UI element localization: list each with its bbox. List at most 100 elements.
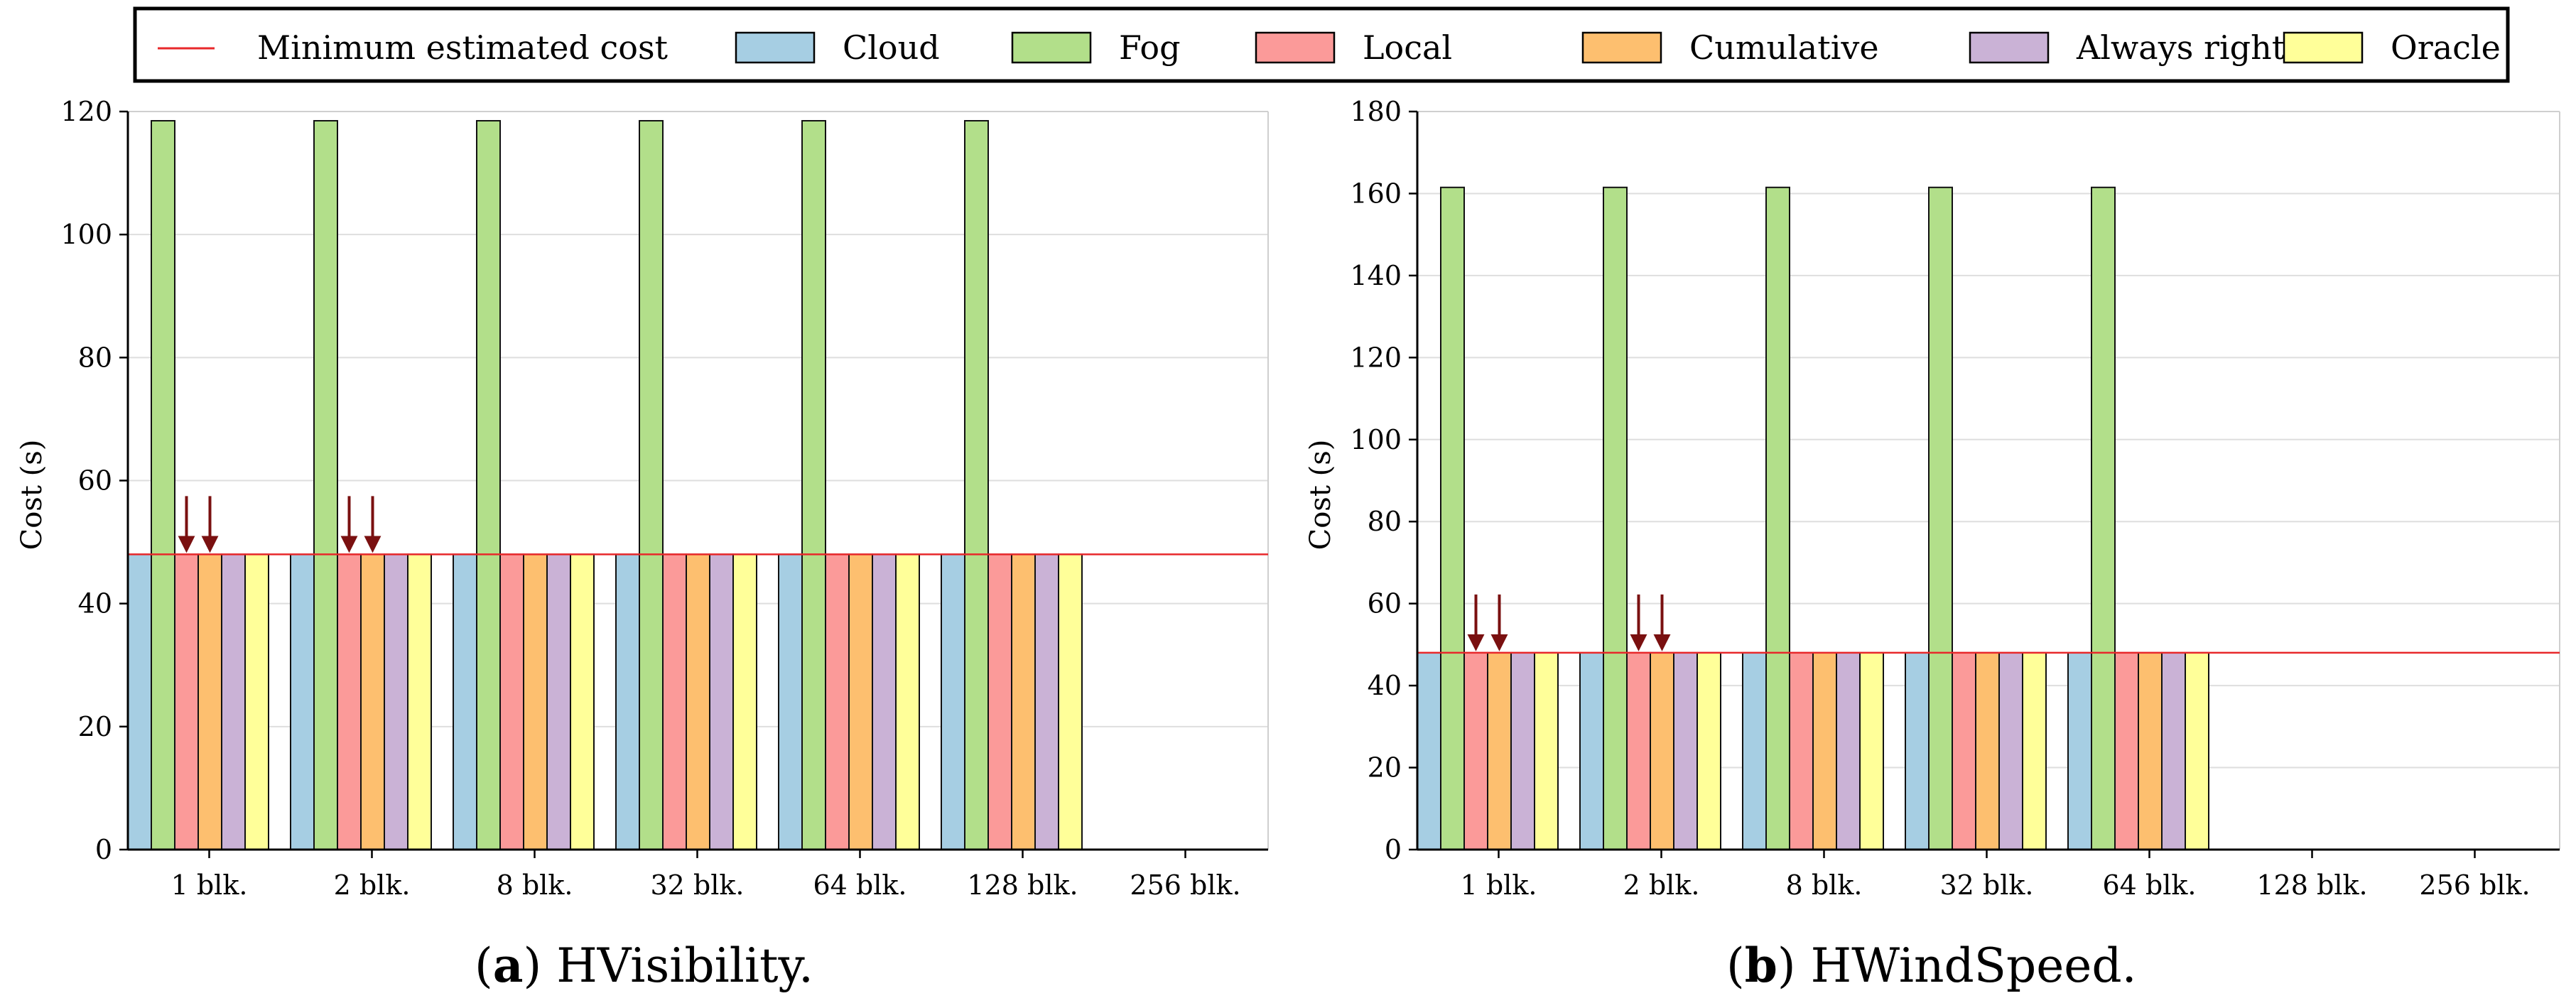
chart1-bar-cumulative-2-blk — [1650, 651, 1674, 851]
chart1-y-tick-label: 0 — [1385, 834, 1402, 865]
chart1-y-tick-label: 100 — [1350, 424, 1402, 455]
chart0-bar-oracle-128-blk — [1058, 553, 1083, 851]
chart0-bar-fog-32-blk — [639, 119, 664, 850]
chart1-bar-local-32-blk — [1952, 651, 1976, 851]
chart0-x-tick-label: 128 blk. — [967, 869, 1078, 901]
chart0-bar-fog-1-blk — [151, 119, 175, 850]
chart1-bar-local-8-blk — [1789, 651, 1814, 851]
chart1-bar-always-right-8-blk — [1836, 651, 1861, 851]
chart1-bar-cloud-64-blk — [2067, 651, 2092, 851]
legend-label-always-right: Always right — [2076, 28, 2285, 67]
chart1-y-tick-label: 40 — [1368, 670, 1402, 701]
chart0-x-tick-label: 64 blk. — [813, 869, 907, 901]
chart0-x-tick-label: 256 blk. — [1130, 869, 1240, 901]
chart0-bar-fog-64-blk — [801, 119, 826, 850]
chart-hvisibility: 0 20 40 60 80 100 120 1 blk. 2 blk. 8 blk. 32 blk.… — [16, 96, 1269, 901]
chart0-bar-fog-128-blk — [964, 119, 989, 850]
chart0-bar-cloud-2-blk — [290, 553, 315, 851]
chart0-bar-oracle-8-blk — [570, 553, 595, 851]
chart0-bar-local-64-blk — [825, 553, 850, 851]
chart0-y-tick-label: 20 — [78, 711, 112, 742]
chart1-bar-local-2-blk — [1626, 651, 1651, 851]
chart0-bar-cumulative-1-blk — [197, 553, 222, 851]
chart0-bar-local-1-blk — [174, 553, 199, 851]
legend-swatch-local — [1255, 31, 1336, 64]
chart0-y-tick-label: 100 — [60, 219, 112, 250]
chart1-x-tick-label: 256 blk. — [2419, 869, 2530, 901]
chart0-bar-cumulative-2-blk — [360, 553, 385, 851]
chart0-bar-always-right-1-blk — [221, 553, 246, 851]
chart1-bar-fog-8-blk — [1765, 186, 1790, 850]
chart0-y-tick-label: 60 — [78, 465, 112, 497]
chart1-bar-cumulative-64-blk — [2138, 651, 2163, 851]
chart0-bar-oracle-64-blk — [895, 553, 920, 851]
legend-label-cumulative: Cumulative — [1689, 28, 1879, 67]
chart0-bar-oracle-2-blk — [407, 553, 432, 851]
legend-swatch-cloud — [735, 31, 816, 64]
chart1-y-tick-label: 140 — [1350, 260, 1402, 291]
chart0-bar-always-right-64-blk — [872, 553, 897, 851]
chart-hwindspeed: 0 20 40 60 80 100 120 140 160 180 1 blk. 2 blk. 8 bl… — [1304, 96, 2560, 901]
chart0-x-tick-label: 8 blk. — [497, 869, 573, 901]
chart1-bar-cloud-8-blk — [1742, 651, 1767, 851]
chart0-bar-always-right-32-blk — [709, 553, 734, 851]
chart0-bar-cloud-64-blk — [778, 553, 803, 851]
legend-label-local: Local — [1363, 28, 1452, 67]
legend-label-cloud: Cloud — [843, 28, 940, 67]
chart0-x-tick-label: 1 blk. — [171, 869, 248, 901]
chart0-bar-cumulative-128-blk — [1011, 553, 1036, 851]
chart1-bar-always-right-64-blk — [2161, 651, 2186, 851]
chart1-bar-oracle-32-blk — [2022, 651, 2047, 851]
chart0-y-tick-label: 120 — [60, 96, 112, 127]
chart1-y-tick-label: 80 — [1368, 506, 1402, 537]
chart1-bar-always-right-2-blk — [1673, 651, 1698, 851]
caption-a-letter: a — [492, 938, 524, 993]
chart1-bar-cumulative-1-blk — [1487, 651, 1512, 851]
chart1-bar-local-1-blk — [1463, 651, 1488, 851]
chart1-bar-fog-2-blk — [1603, 186, 1628, 850]
chart0-bar-cumulative-8-blk — [523, 553, 548, 851]
chart1-bar-oracle-1-blk — [1534, 651, 1559, 851]
chart1-y-axis-label: Cost (s) — [1304, 440, 1337, 551]
chart0-bar-local-8-blk — [499, 553, 524, 851]
chart1-x-tick-label: 1 blk. — [1461, 869, 1537, 901]
chart1-bar-fog-64-blk — [2091, 186, 2116, 850]
chart0-bar-cumulative-64-blk — [848, 553, 873, 851]
chart0-bar-cloud-8-blk — [453, 553, 477, 851]
chart1-x-tick-label: 64 blk. — [2102, 869, 2196, 901]
chart1-bar-fog-32-blk — [1928, 186, 1953, 850]
legend-swatch-fog — [1011, 31, 1092, 64]
chart1-bar-cumulative-8-blk — [1812, 651, 1837, 851]
chart1-y-tick-label: 20 — [1368, 752, 1402, 784]
caption-a: (a) HVisibility. — [475, 938, 813, 993]
chart0-bar-local-128-blk — [987, 553, 1012, 851]
chart1-x-tick-label: 32 blk. — [1939, 869, 2033, 901]
legend-label-fog: Fog — [1119, 28, 1181, 67]
chart0-y-tick-label: 0 — [95, 834, 112, 865]
chart0-bar-fog-8-blk — [476, 119, 501, 850]
chart0-x-tick-label: 32 blk. — [650, 869, 744, 901]
chart0-bar-oracle-32-blk — [732, 553, 757, 851]
chart0-y-axis-label: Cost (s) — [16, 440, 48, 551]
chart1-bar-oracle-2-blk — [1696, 651, 1721, 851]
chart1-bar-always-right-32-blk — [1998, 651, 2023, 851]
legend-label-oracle: Oracle — [2391, 28, 2501, 67]
caption-b: (b) HWindSpeed. — [1726, 938, 2137, 993]
chart1-bar-oracle-8-blk — [1859, 651, 1884, 851]
chart0-y-tick-label: 80 — [78, 342, 112, 373]
chart0-bar-cloud-1-blk — [127, 553, 152, 851]
chart0-bar-local-2-blk — [337, 553, 362, 851]
chart0-x-tick-label: 2 blk. — [334, 869, 411, 901]
chart1-bar-always-right-1-blk — [1510, 651, 1535, 851]
legend-swatch-oracle — [2283, 31, 2364, 64]
chart0-bar-fog-2-blk — [313, 119, 338, 850]
chart1-bar-cloud-32-blk — [1905, 651, 1930, 851]
chart1-y-tick-label: 160 — [1350, 178, 1402, 209]
chart1-x-tick-label: 2 blk. — [1623, 869, 1700, 901]
chart0-bar-oracle-1-blk — [244, 553, 269, 851]
chart1-y-tick-label: 180 — [1350, 96, 1402, 127]
chart1-bar-fog-1-blk — [1440, 186, 1465, 850]
legend-swatch-always-right — [1969, 31, 2050, 64]
chart1-y-tick-label: 120 — [1350, 342, 1402, 373]
